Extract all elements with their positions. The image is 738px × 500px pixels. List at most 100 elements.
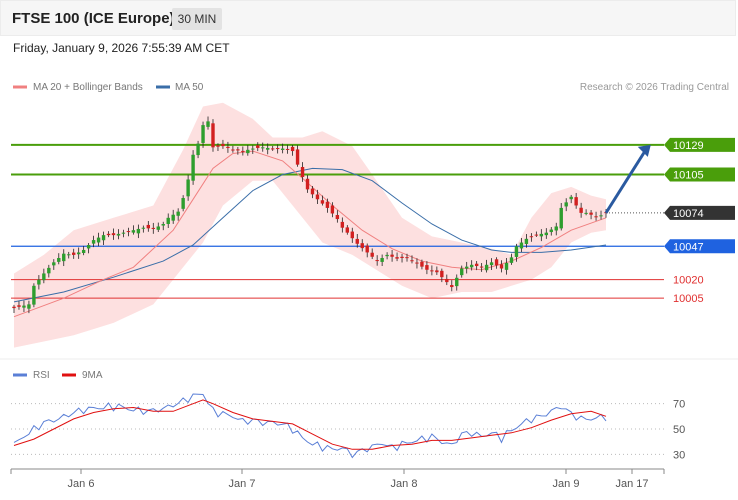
candle — [465, 261, 469, 274]
candle — [181, 195, 185, 212]
candle — [370, 248, 374, 260]
candle — [176, 208, 180, 221]
candle — [340, 217, 345, 233]
candle — [161, 221, 165, 231]
candle-body — [191, 154, 195, 181]
rsi-tick-label: 50 — [673, 424, 685, 436]
candle — [479, 263, 484, 272]
candle-body — [415, 262, 419, 264]
candle-body — [181, 198, 185, 209]
level-tag-10129[interactable]: 10129 — [664, 137, 735, 152]
candle-body — [141, 227, 146, 229]
candle-body — [151, 227, 155, 229]
candle-body — [395, 257, 399, 259]
candle-body — [216, 145, 220, 147]
candle-body — [430, 270, 434, 272]
candle-body — [62, 253, 66, 262]
candle-body — [52, 262, 56, 266]
level-label: 10047 — [673, 241, 704, 253]
candle-body — [484, 264, 489, 271]
candle-body — [226, 146, 230, 148]
candle — [589, 210, 593, 220]
candle — [489, 258, 494, 271]
candle-body — [455, 277, 459, 287]
candle — [156, 222, 160, 233]
candle-body — [494, 259, 499, 266]
candle-body — [425, 265, 429, 270]
level-tag-10005[interactable]: 10005 — [673, 293, 704, 305]
candle — [305, 175, 310, 193]
candle-body — [146, 224, 151, 229]
time-tick-label: Jan 17 — [615, 478, 648, 490]
candle — [519, 238, 524, 253]
candle-body — [121, 232, 126, 234]
candle — [390, 249, 394, 262]
candle — [256, 142, 260, 152]
candle-body — [499, 264, 504, 269]
candle — [106, 231, 111, 238]
candle — [37, 275, 41, 290]
candle-body — [285, 148, 290, 150]
candle-body — [86, 245, 91, 249]
level-tag-10047[interactable]: 10047 — [664, 239, 735, 254]
candle — [375, 255, 379, 266]
candle — [206, 116, 210, 130]
candle-body — [211, 123, 215, 148]
candle — [574, 192, 578, 209]
candle-body — [469, 264, 474, 268]
candle-body — [435, 270, 439, 273]
candle-body — [460, 268, 464, 276]
level-tag-bg — [664, 205, 735, 220]
candle-body — [564, 202, 568, 207]
bollinger-band — [14, 102, 606, 348]
candle-body — [270, 148, 275, 150]
candle — [261, 142, 265, 152]
candle-body — [514, 246, 519, 257]
candle-body — [450, 285, 454, 288]
rsi-tick-label: 30 — [673, 449, 685, 461]
candle-body — [534, 234, 539, 236]
candle — [594, 211, 598, 221]
timeframe-badge[interactable]: 30 MIN — [172, 8, 222, 30]
ma20-legend-label: MA 20 + Bollinger Bands — [33, 82, 143, 93]
candle — [101, 231, 106, 245]
level-tag-10074[interactable]: 10074 — [664, 205, 735, 220]
candle — [524, 234, 529, 248]
timestamp: Friday, January 9, 2026 7:55:39 AM CET — [13, 41, 230, 55]
level-tag-bg — [664, 167, 735, 182]
candle-body — [310, 188, 315, 195]
candle-body — [22, 305, 26, 308]
candle-body — [266, 147, 270, 150]
candle-body — [325, 201, 330, 208]
candle — [76, 247, 81, 259]
candle — [385, 252, 389, 260]
level-label: 10074 — [673, 208, 704, 220]
candle-body — [116, 233, 121, 236]
candle-body — [246, 149, 250, 154]
candle-body — [241, 150, 245, 152]
candle-body — [236, 149, 240, 151]
candle — [405, 253, 409, 262]
candle-body — [315, 194, 320, 200]
candle-body — [156, 226, 160, 230]
candle — [186, 174, 190, 201]
level-label: 10129 — [673, 140, 704, 152]
candle — [62, 249, 66, 267]
level-tag-10020[interactable]: 10020 — [673, 275, 704, 287]
candle-body — [67, 254, 71, 256]
candle-body — [17, 305, 21, 307]
candle-body — [370, 252, 374, 257]
candle-body — [206, 121, 210, 127]
candle-body — [221, 143, 225, 147]
candle-body — [256, 145, 260, 148]
candle-body — [126, 231, 131, 233]
candle-body — [166, 217, 170, 224]
candle — [554, 222, 558, 236]
candle-body — [529, 236, 534, 238]
ma9-legend-label: 9MA — [82, 370, 103, 381]
candle — [126, 227, 131, 237]
candle — [410, 255, 414, 264]
level-tag-10105[interactable]: 10105 — [664, 167, 735, 182]
candle — [270, 145, 275, 151]
candle — [86, 242, 91, 254]
